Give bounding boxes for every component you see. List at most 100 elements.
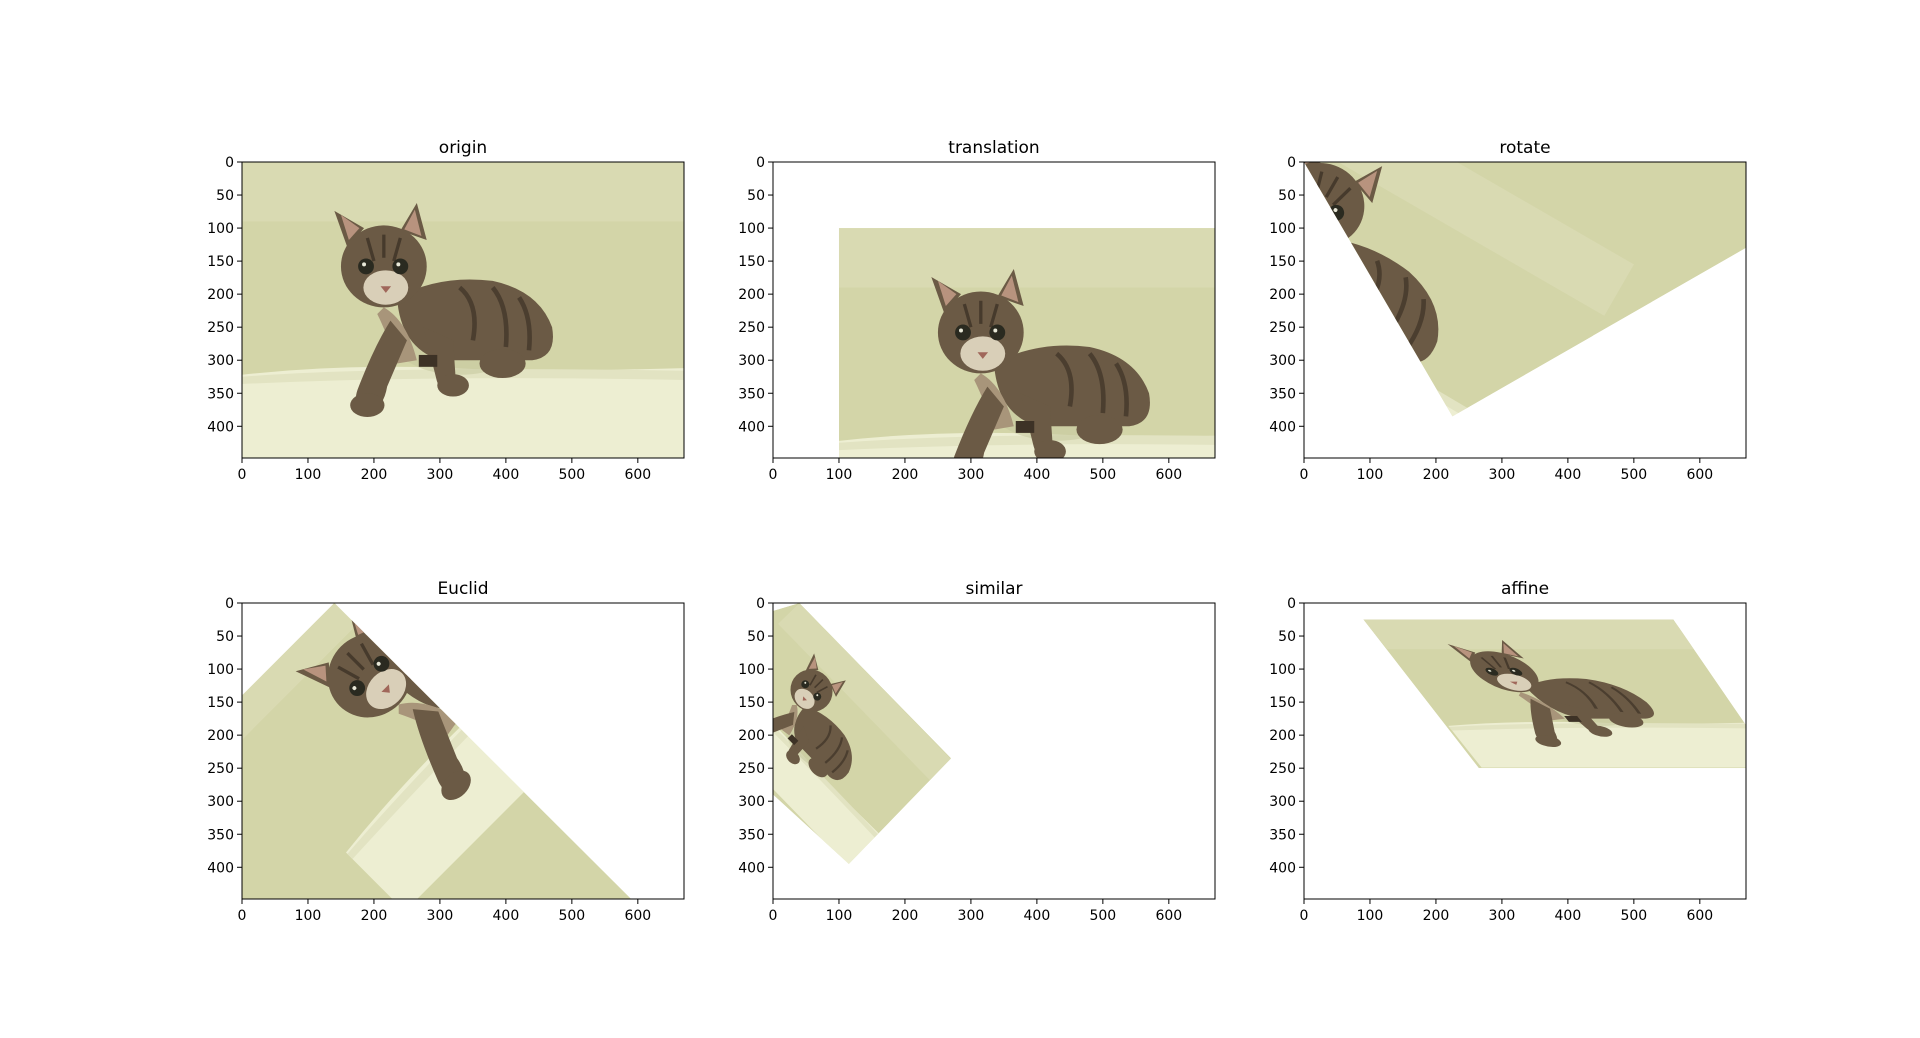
floor-cushion: [838, 432, 1215, 458]
kitten-front-leg-left: [412, 709, 465, 793]
floor-cushion: [1448, 721, 1746, 768]
y-tick-label: 250: [207, 320, 234, 336]
y-tick-label: 300: [1269, 353, 1296, 369]
kitten-front-leg-left: [355, 320, 407, 412]
y-tick-label: 200: [738, 728, 765, 744]
y-tick-label: 400: [207, 419, 234, 435]
y-tick-label: 400: [738, 419, 765, 435]
image-content: [242, 162, 684, 458]
kitten-eye-right: [989, 324, 1006, 341]
axes-frame: [772, 602, 1216, 900]
y-tick-label: 400: [738, 860, 765, 876]
x-tick-label: 400: [1024, 908, 1051, 924]
kitten-stripes: [458, 285, 532, 351]
axes-frame: [241, 161, 685, 459]
y-tick-label: 300: [738, 353, 765, 369]
kitten: [773, 653, 852, 781]
y-tick-label: 150: [1269, 695, 1296, 711]
kitten-forehead-stripes: [809, 674, 828, 694]
kitten-eye-glint-left: [352, 686, 357, 691]
subplot-title: similar: [966, 579, 1023, 599]
wall-highlight: [1363, 619, 1697, 650]
subplot-similar: similar 0 100 200 300 400 500 600 0 50 100 150 200 25…: [738, 579, 1216, 924]
y-tick-label: 350: [1269, 827, 1296, 843]
floor-cushion: [773, 677, 880, 864]
y-tick-label: 50: [1278, 629, 1296, 645]
x-tick-label: 600: [624, 467, 651, 483]
kitten-tail-shadow: [1564, 715, 1582, 722]
kitten-inner-ear-left: [1453, 645, 1472, 659]
cushion-edge: [1449, 723, 1746, 731]
x-tick-label: 600: [624, 908, 651, 924]
x-tick-label: 300: [958, 467, 985, 483]
y-tick-label: 350: [738, 827, 765, 843]
kitten-eye-glint-left: [959, 328, 963, 333]
kitten-eye-left: [349, 680, 366, 697]
image-area: [242, 162, 684, 458]
wall-highlight: [242, 603, 551, 745]
y-tick-label: 350: [1269, 386, 1296, 402]
kitten-eye-glint-left: [1488, 669, 1492, 672]
kitten: [334, 202, 553, 418]
y-tick-label: 250: [1269, 320, 1296, 336]
y-tick-label: 300: [738, 794, 765, 810]
kitten-eye-glint-right: [1512, 669, 1516, 672]
x-tick-label: 100: [295, 908, 322, 924]
cushion-edge: [242, 369, 684, 384]
subplot-title: rotate: [1499, 138, 1550, 158]
x-tick-label: 600: [1155, 908, 1182, 924]
x-tick-label: 500: [1620, 467, 1647, 483]
y-tick-label: 100: [207, 221, 234, 237]
kitten-eye-glint-right: [1333, 208, 1338, 213]
y-tick-label: 150: [1269, 254, 1296, 270]
y-tick-label: 50: [747, 629, 765, 645]
x-tick-label: 100: [1357, 467, 1384, 483]
kitten-eye-right: [813, 692, 822, 701]
kitten-front-leg-left: [1530, 698, 1558, 745]
subplot-origin: origin 0 100 200 300 400 500 600 0 50 100 150 200 250…: [207, 138, 685, 483]
y-tick-label: 200: [738, 287, 765, 303]
x-tick-label: 600: [1686, 467, 1713, 483]
x-tick-label: 100: [826, 467, 853, 483]
kitten-nose: [381, 684, 390, 693]
kitten-nose: [380, 286, 392, 293]
subplot-title: origin: [439, 138, 487, 158]
y-tick-label: 400: [207, 860, 234, 876]
y-tick-label: 150: [207, 695, 234, 711]
kitten-stripes: [1055, 351, 1129, 417]
kitten-stripes: [438, 603, 534, 667]
floor-cushion: [242, 366, 684, 458]
x-tick-label: 0: [238, 467, 247, 483]
x-tick-label: 100: [1357, 908, 1384, 924]
kitten-eye-glint-left: [804, 681, 807, 684]
transformed-image: [1363, 619, 1746, 769]
kitten-hind-leg: [1355, 330, 1398, 366]
kitten-eye-right: [373, 655, 390, 672]
kitten-paw-right: [786, 750, 800, 765]
axes-frame: [772, 161, 1216, 459]
y-tick-label: 300: [1269, 794, 1296, 810]
y-tick-label: 350: [738, 386, 765, 402]
x-tick-label: 600: [1686, 908, 1713, 924]
wall-backdrop: [1304, 162, 1634, 417]
kitten-forehead-stripes: [962, 300, 999, 328]
kitten-tail-shadow: [1304, 298, 1325, 319]
y-tick-label: 300: [207, 794, 234, 810]
kitten-eye-left: [1304, 187, 1315, 204]
x-tick-label: 100: [295, 467, 322, 483]
x-tick-label: 200: [892, 467, 919, 483]
wall-highlight: [778, 603, 952, 784]
x-tick-label: 200: [1423, 467, 1450, 483]
kitten-nose: [802, 696, 807, 701]
image-content: [838, 228, 1215, 458]
image-area: [1363, 619, 1746, 769]
x-tick-label: 200: [892, 908, 919, 924]
transformed-image: [838, 228, 1215, 458]
kitten: [931, 269, 1150, 458]
wall-backdrop: [773, 603, 952, 836]
kitten-head: [334, 202, 427, 308]
kitten-head: [1447, 639, 1539, 693]
kitten-eye-glint-left: [362, 262, 367, 267]
